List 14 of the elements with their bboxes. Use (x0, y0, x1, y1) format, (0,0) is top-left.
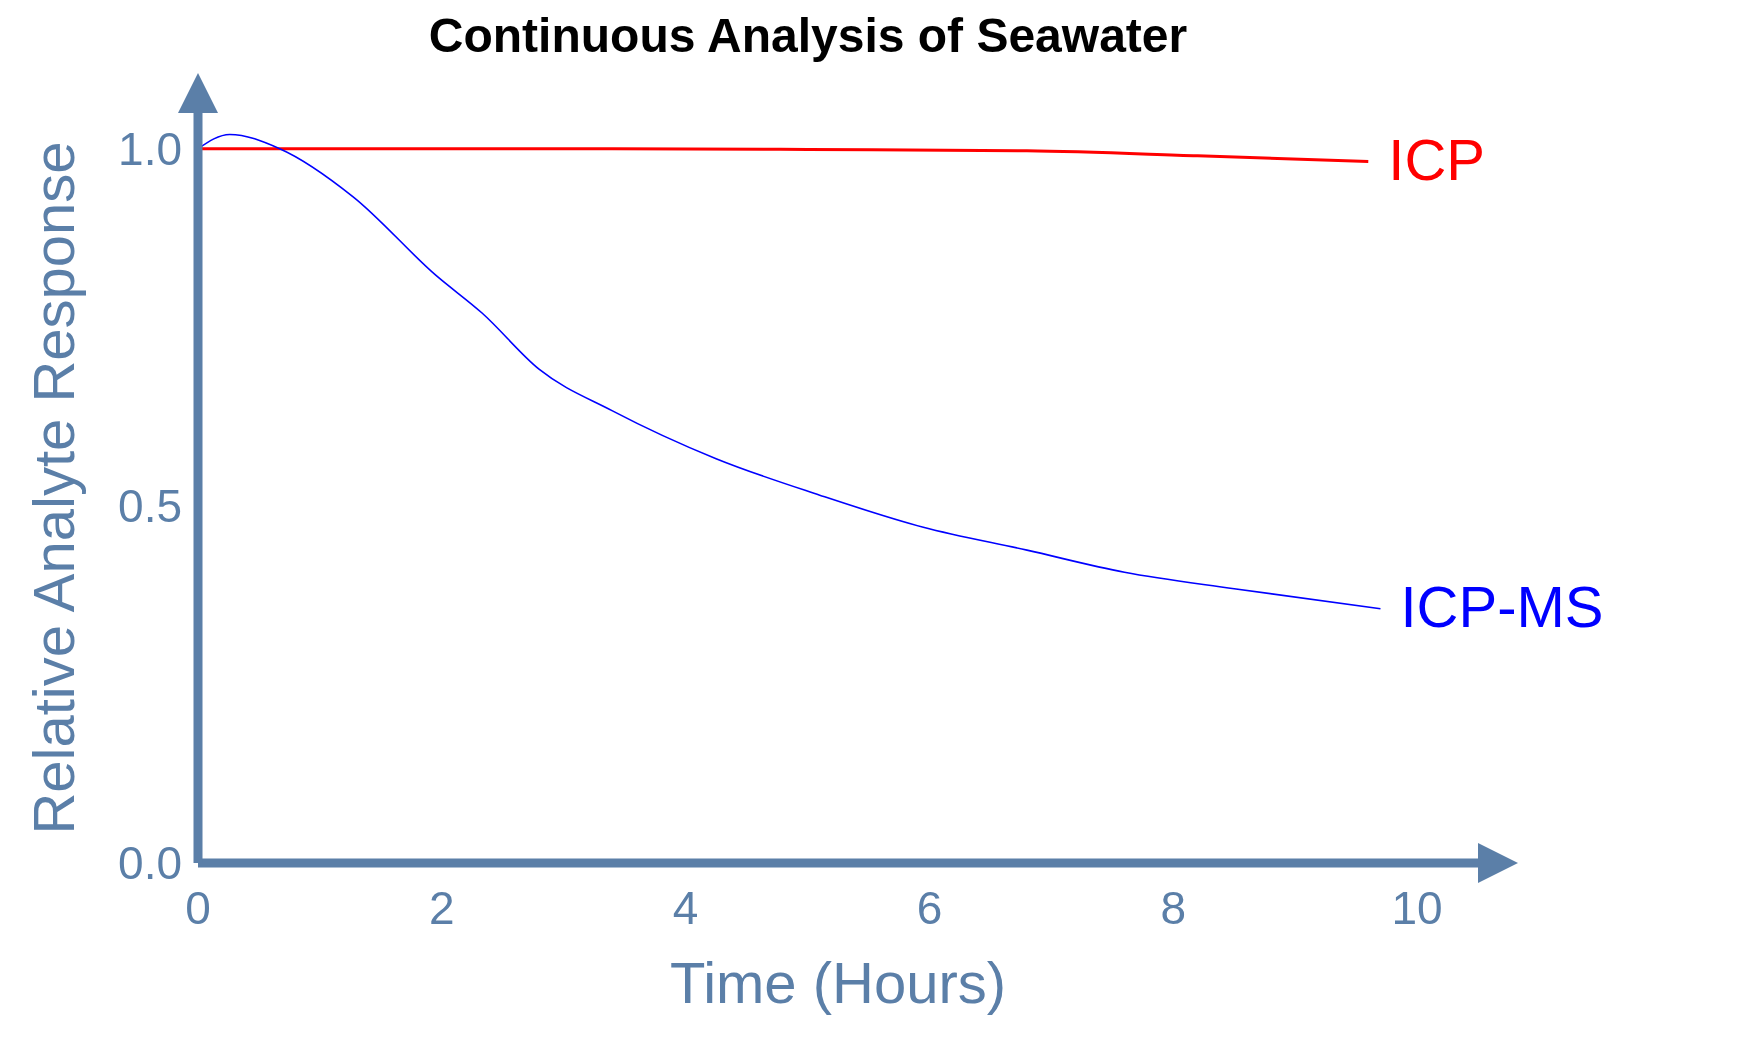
y-tick-label: 0.5 (118, 480, 182, 533)
series-label: ICP-MS (1400, 573, 1604, 639)
x-tick-label: 2 (429, 881, 455, 934)
y-axis-title: Relative Analyte Response (20, 141, 86, 835)
x-tick-label: 4 (672, 881, 699, 934)
x-tick-label: 10 (1391, 881, 1443, 934)
x-axis-title: Time (Hours) (669, 950, 1007, 1015)
x-tick-label: 8 (1160, 881, 1187, 934)
x-tick-label: 6 (916, 881, 943, 934)
y-tick-label: 1.0 (118, 123, 182, 176)
y-tick-label: 0.0 (118, 837, 182, 890)
series-label: ICP (1388, 126, 1485, 192)
chart-title: Continuous Analysis of Seawater (427, 8, 1189, 63)
x-tick-label: 0 (185, 881, 211, 934)
